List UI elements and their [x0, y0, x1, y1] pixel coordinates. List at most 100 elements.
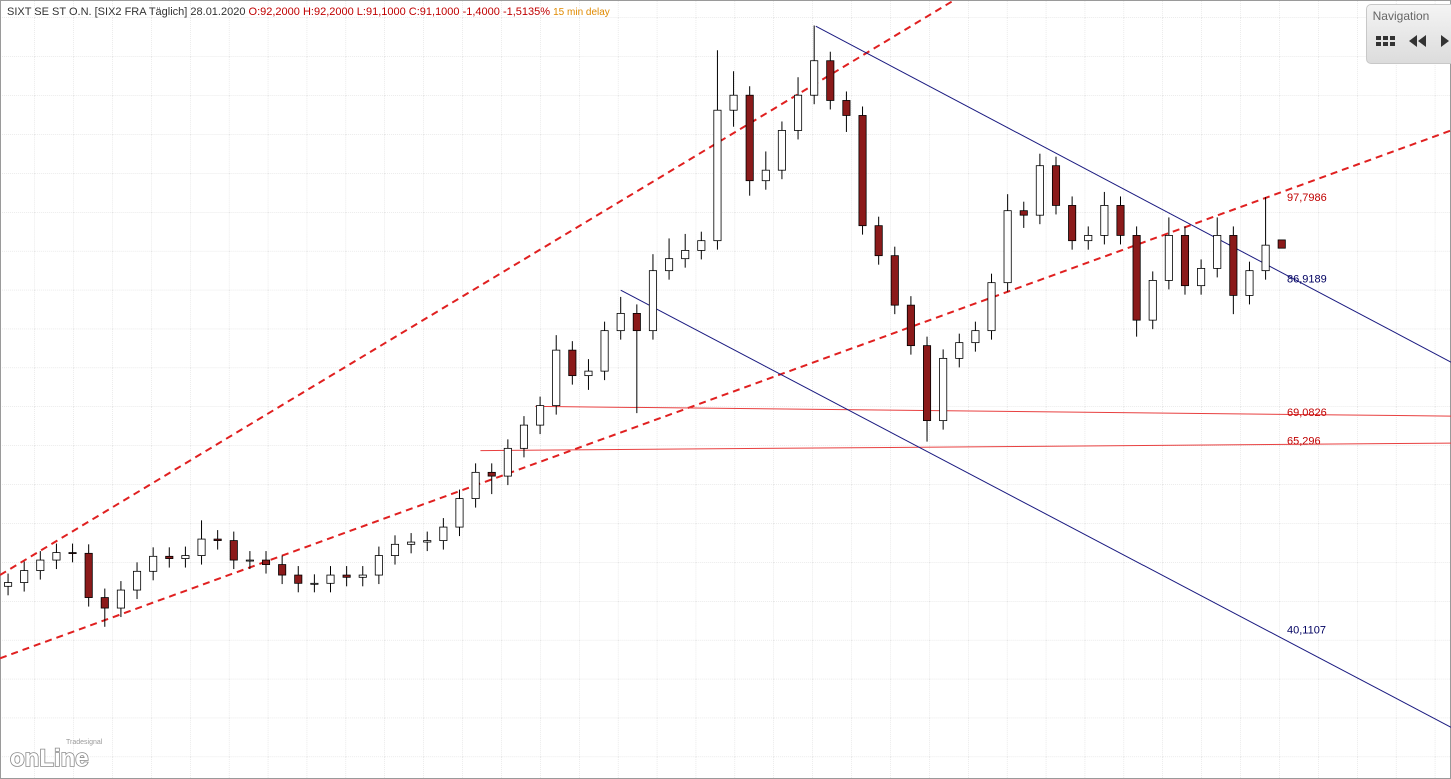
candle-body — [342, 574, 351, 578]
candle-body — [794, 94, 803, 131]
candle-body — [407, 541, 416, 545]
candle-body — [165, 555, 174, 559]
delay: 15 min delay — [553, 7, 610, 18]
candle-body — [133, 570, 142, 591]
trendline — [0, 129, 1451, 660]
candle-body — [1277, 239, 1286, 249]
rewind-icon[interactable] — [1409, 35, 1426, 47]
navigation-icons — [1376, 35, 1449, 47]
menu-icon[interactable] — [1376, 36, 1395, 46]
candle-body — [616, 312, 625, 332]
candle-body — [1051, 165, 1061, 206]
candle-body — [729, 94, 738, 111]
candle-body — [923, 345, 932, 422]
candle-body — [4, 582, 13, 587]
quote: O:92,2000 H:92,2000 L:91,1000 C:91,1000 … — [249, 6, 551, 18]
trendline-label: 40,1107 — [1287, 624, 1326, 636]
candle-body — [842, 100, 851, 116]
trendline-label: 97,7986 — [1287, 192, 1327, 204]
candle-body — [536, 405, 545, 426]
candle-body — [874, 225, 883, 257]
candle-body — [181, 555, 190, 559]
trendline — [620, 289, 1451, 728]
candle-body — [713, 109, 722, 242]
candle-body — [439, 526, 448, 541]
candle-body — [552, 349, 561, 407]
candle-body — [84, 552, 93, 598]
candle-body — [697, 240, 706, 251]
candle-body — [1116, 205, 1125, 236]
candle-body — [810, 60, 819, 96]
candle-body — [390, 543, 400, 556]
candle-body — [906, 304, 915, 347]
instrument: SIXT SE ST O.N. [SIX2 FRA Täglich] 28.01… — [7, 6, 245, 18]
candle-body — [955, 342, 964, 359]
candle-body — [261, 559, 271, 565]
candle-body — [36, 559, 45, 571]
candle-body — [229, 540, 238, 561]
candle-body — [890, 255, 899, 306]
candle-body — [1245, 270, 1254, 296]
header: SIXT SE ST O.N. [SIX2 FRA Täglich] 28.01… — [7, 6, 610, 18]
candle-body — [374, 555, 383, 576]
candle-body — [20, 570, 29, 583]
candle-body — [1229, 235, 1238, 296]
candle-body — [761, 169, 770, 182]
navigation-panel: Navigation — [1366, 4, 1451, 64]
navigation-title: Navigation — [1372, 9, 1430, 23]
candle-body — [600, 330, 609, 372]
candle-body — [1084, 235, 1093, 242]
candle-body — [826, 60, 835, 101]
logo: Tradesignal onLine — [9, 739, 103, 773]
candle-body — [1197, 268, 1206, 287]
trendline-label: 65,296 — [1287, 436, 1321, 448]
candle-body — [858, 115, 867, 227]
candle-body — [278, 564, 287, 576]
trendline — [535, 405, 1451, 417]
trendline — [815, 25, 1451, 363]
trendline-label: 86,9189 — [1287, 273, 1327, 285]
candle-body — [326, 574, 335, 584]
logo-brand: Tradesignal — [66, 739, 103, 746]
candle-body — [100, 597, 109, 609]
candle-body — [1100, 205, 1109, 236]
candle-body — [455, 498, 464, 528]
candle-body — [971, 330, 980, 344]
trendline-label: 69,0826 — [1287, 407, 1327, 419]
candle-body — [987, 282, 996, 332]
candle-body — [487, 471, 496, 477]
candle-body — [149, 555, 158, 572]
candle-body — [310, 582, 319, 585]
candle-body — [1035, 165, 1044, 216]
candle-body — [632, 312, 641, 332]
candle-body — [1164, 235, 1173, 281]
candle-body — [245, 559, 254, 562]
candle-body — [197, 538, 206, 556]
candle-body — [1003, 210, 1012, 284]
candle-body — [1261, 244, 1270, 272]
candle-body — [681, 250, 690, 260]
candle-body — [568, 349, 577, 377]
candle-body — [777, 130, 786, 171]
candle-body — [1180, 235, 1190, 287]
candle-body — [1019, 210, 1028, 216]
candle-body — [519, 424, 528, 449]
candle-body — [68, 552, 77, 554]
candle-body — [745, 94, 754, 182]
forward-icon[interactable] — [1441, 35, 1449, 47]
candle-body — [358, 574, 367, 578]
candle-body — [1148, 280, 1157, 321]
logo-text: onLine — [10, 745, 89, 772]
candle-body — [52, 552, 61, 561]
candle-body — [665, 258, 674, 272]
candle-body — [503, 447, 512, 477]
candle-body — [423, 540, 432, 543]
candle-body — [648, 270, 657, 332]
candle-body — [584, 370, 593, 377]
candle-body — [116, 589, 125, 609]
candle-body — [939, 357, 948, 422]
candle-body — [471, 471, 480, 499]
candle-body — [213, 538, 222, 541]
